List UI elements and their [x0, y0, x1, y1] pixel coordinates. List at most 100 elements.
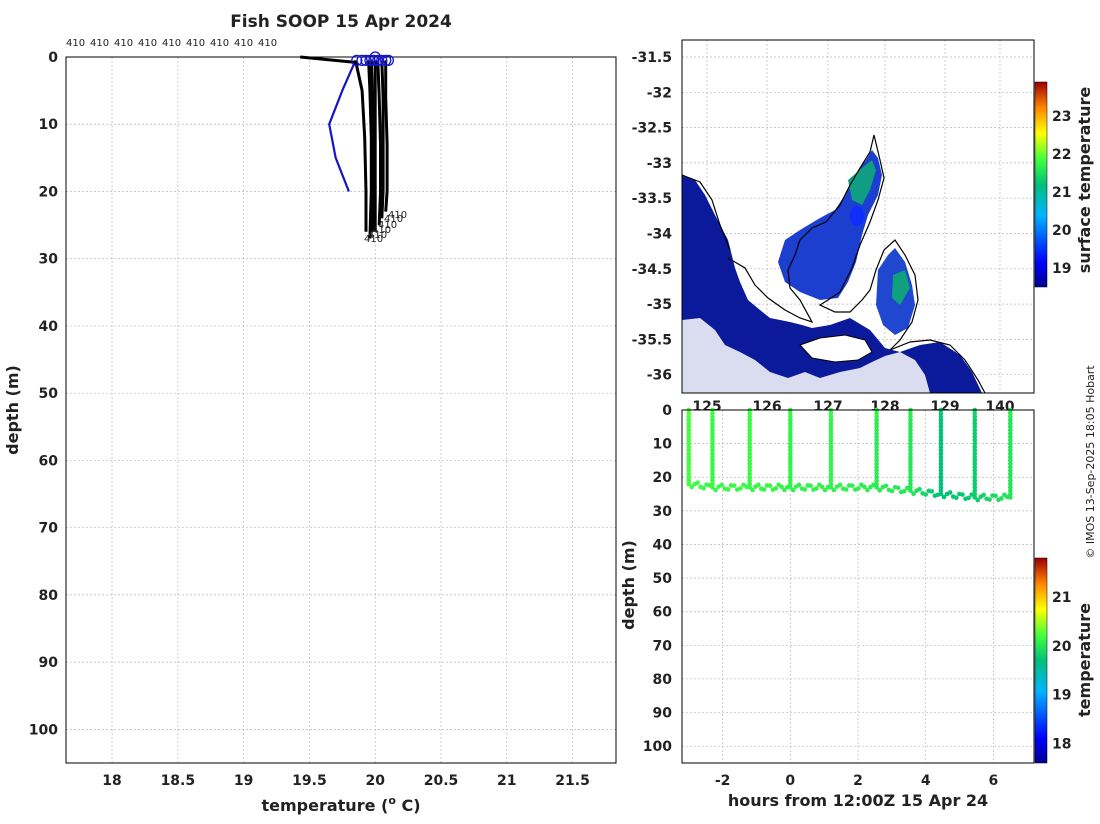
timeseries-point: [695, 480, 700, 486]
profile-bottom-label: 410: [372, 225, 391, 236]
timeseries-point: [710, 441, 715, 446]
timeseries-point: [960, 492, 965, 497]
timeseries-point: [686, 478, 692, 483]
timeseries-point: [908, 427, 913, 433]
timeseries-point: [747, 414, 752, 420]
timeseries-point: [773, 486, 779, 491]
timeseries-point: [865, 487, 870, 493]
timeseries-point: [828, 437, 834, 443]
timeseries-point: [686, 424, 692, 430]
timeseries-point: [710, 414, 715, 420]
profile-x-tick-label: 19: [234, 773, 253, 789]
timeseries-point: [941, 494, 947, 500]
timeseries-point: [788, 474, 793, 480]
timeseries-point: [756, 482, 761, 488]
timeseries-point: [828, 434, 834, 440]
timeseries-point: [828, 468, 834, 473]
timeseries-point: [972, 444, 978, 450]
timeseries-point: [747, 481, 752, 487]
timeseries-point: [788, 411, 793, 416]
profile-bottom-label: 410: [388, 210, 407, 221]
timeseries-point: [874, 478, 879, 483]
timeseries-point: [1008, 478, 1013, 483]
timeseries-point: [862, 484, 867, 490]
timeseries-point: [874, 411, 879, 416]
map-colorbar: [1034, 81, 1048, 288]
timeseries-point: [908, 458, 913, 463]
timeseries-point: [828, 461, 834, 467]
chart-title: Fish SOOP 15 Apr 2024: [230, 12, 452, 32]
timeseries-point: [710, 471, 715, 477]
timeseries-point: [790, 487, 796, 493]
timeseries-point: [908, 431, 913, 436]
timeseries-point: [972, 474, 978, 480]
timeseries-point: [788, 414, 793, 420]
timeseries-point: [874, 481, 879, 487]
timeseries-point: [788, 417, 793, 423]
profile-top-label: 410: [162, 38, 181, 49]
timeseries-point: [843, 487, 849, 492]
timeseries-point: [747, 474, 752, 480]
timeseries-point: [908, 417, 913, 423]
map-y-tick-label: -36: [647, 368, 672, 384]
map-gulf-warm-patch: [892, 270, 910, 305]
timeseries-point: [828, 451, 834, 457]
timeseries-y-tick-label: 30: [653, 504, 673, 520]
timeseries-point: [908, 414, 913, 420]
timeseries-point: [710, 448, 715, 453]
timeseries-point: [750, 487, 755, 493]
map-colorbar-tick: 22: [1052, 147, 1071, 163]
timeseries-y-tick-label: 20: [653, 470, 673, 486]
map-colorbar-tick: 21: [1052, 185, 1071, 201]
timeseries-y-tick-label: 70: [653, 638, 673, 654]
timeseries-point: [938, 491, 944, 497]
timeseries-point: [874, 454, 879, 460]
timeseries-point: [738, 486, 743, 491]
profile-y-tick-label: 10: [39, 117, 59, 133]
timeseries-point: [828, 448, 834, 453]
timeseries-point: [710, 474, 715, 480]
timeseries-point: [710, 468, 715, 473]
timeseries-point: [972, 417, 978, 423]
timeseries-point: [747, 451, 752, 457]
timeseries-point: [938, 485, 944, 490]
profile-top-label: 410: [138, 38, 157, 49]
timeseries-colorbar-tick: 19: [1052, 688, 1071, 704]
timeseries-point: [911, 491, 916, 496]
timeseries-point: [874, 448, 879, 453]
timeseries-point: [938, 458, 944, 463]
timeseries-point: [947, 490, 953, 495]
timeseries-point: [710, 424, 715, 430]
timeseries-point: [747, 454, 752, 460]
profile-y-label: depth (m): [3, 365, 22, 455]
timeseries-point: [938, 424, 944, 430]
timeseries-point: [938, 448, 944, 453]
timeseries-point: [938, 464, 944, 470]
timeseries-point: [929, 489, 935, 494]
timeseries-point: [747, 461, 752, 467]
timeseries-point: [908, 448, 913, 453]
profile-top-label: 410: [90, 38, 109, 49]
map-vessel-position: [850, 206, 864, 226]
timeseries-point: [747, 478, 752, 483]
timeseries-point: [788, 461, 793, 467]
timeseries-point: [1008, 454, 1013, 460]
profile-series-line: [369, 60, 376, 232]
timeseries-point: [938, 434, 944, 440]
timeseries-point: [972, 451, 978, 457]
timeseries-point: [747, 431, 752, 436]
timeseries-point: [972, 411, 978, 416]
timeseries-point: [788, 427, 793, 433]
timeseries-point: [828, 485, 834, 490]
timeseries-point: [710, 444, 715, 450]
timeseries-point: [828, 454, 834, 460]
timeseries-point: [710, 434, 715, 440]
timeseries-point: [788, 441, 793, 446]
timeseries-point: [938, 488, 944, 493]
profile-y-tick-label: 60: [39, 453, 59, 469]
timeseries-point: [908, 434, 913, 440]
timeseries-point: [731, 483, 737, 488]
timeseries-point: [874, 471, 879, 477]
timeseries-point: [686, 411, 692, 416]
timeseries-point: [874, 485, 879, 490]
